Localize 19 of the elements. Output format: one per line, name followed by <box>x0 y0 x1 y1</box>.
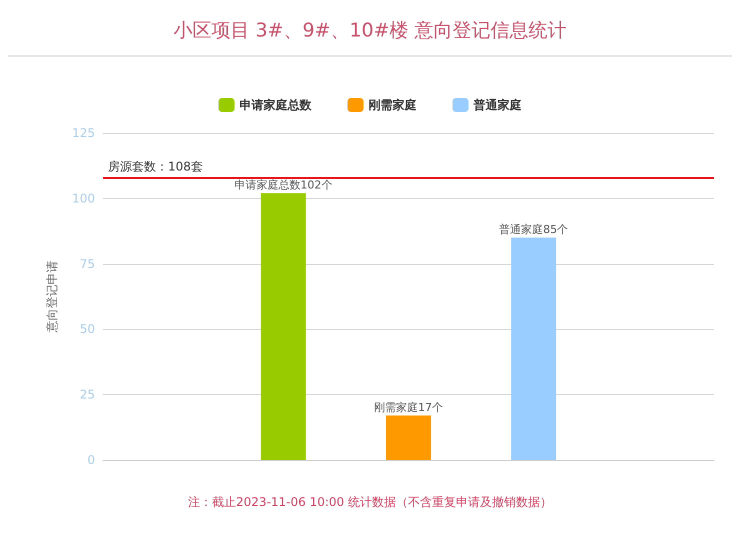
ref-line-label: 房源套数：108套 <box>108 159 203 174</box>
data-label: 普通家庭85个 <box>499 223 568 236</box>
y-tick-label: 125 <box>72 126 95 140</box>
y-tick-label: 50 <box>80 322 95 336</box>
bar <box>511 238 556 460</box>
data-label: 刚需家庭17个 <box>374 401 443 414</box>
text: 注：截止2023-11-06 10:00 统计数据（不含重复申请及撤销数据） <box>188 495 552 509</box>
chart-title: 小区项目 3#、9#、10#楼 意向登记信息统计 <box>173 20 567 42</box>
data-label: 申请家庭总数102个 <box>234 178 332 192</box>
bar <box>386 416 431 460</box>
y-axis-title: 意向登记申请 <box>45 260 59 334</box>
y-tick-label: 25 <box>80 388 95 402</box>
legend-label: 刚需家庭 <box>368 98 416 112</box>
legend-label: 普通家庭 <box>472 98 522 112</box>
y-tick-label: 0 <box>87 453 95 467</box>
y-tick-label: 75 <box>80 256 95 271</box>
y-tick-label: 100 <box>72 191 95 206</box>
legend-label: 申请家庭总数 <box>240 98 312 112</box>
bar <box>260 193 306 460</box>
